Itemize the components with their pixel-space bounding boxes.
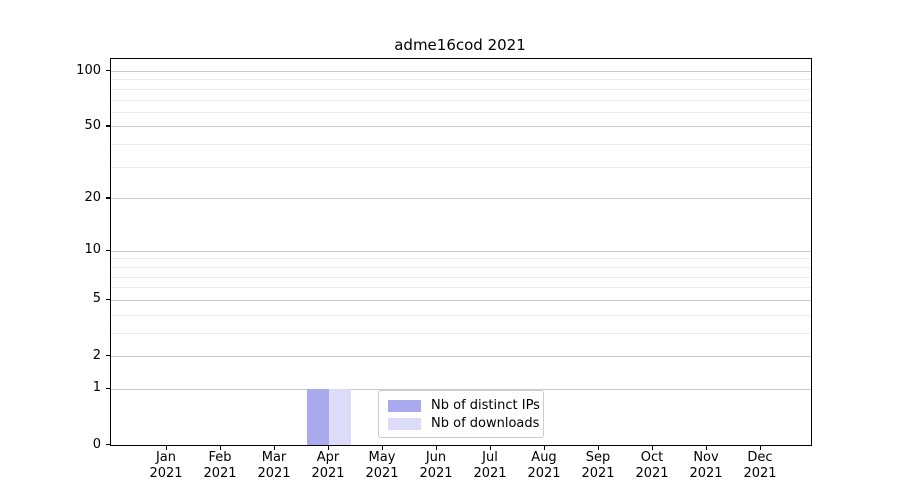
x-tick-label-jul: Jul 2021 xyxy=(460,450,520,482)
y-tick-mark xyxy=(106,444,110,446)
minor-gridline xyxy=(111,144,811,146)
legend-swatch-downloads-icon xyxy=(388,417,421,430)
minor-gridline xyxy=(111,266,811,268)
minor-gridline xyxy=(111,99,811,101)
x-tick-mark xyxy=(598,445,600,450)
y-tick-mark xyxy=(106,197,110,199)
y-tick-label: 1 xyxy=(92,380,101,396)
minor-gridline xyxy=(111,287,811,289)
x-tick-label-year: 2021 xyxy=(635,466,669,481)
y-tick-label: 0 xyxy=(92,436,101,452)
minor-gridline xyxy=(111,258,811,260)
y-tick-mark xyxy=(106,298,110,301)
y-tick-label: 2 xyxy=(92,347,101,363)
x-tick-label-year: 2021 xyxy=(203,466,237,481)
x-tick-label-sep: Sep 2021 xyxy=(568,450,628,482)
y-tick-label: 20 xyxy=(84,189,101,205)
x-tick-mark xyxy=(274,445,276,450)
y-tick-label: 10 xyxy=(84,242,101,258)
x-tick-label-year: 2021 xyxy=(473,466,507,481)
x-tick-mark xyxy=(220,445,222,450)
x-tick-mark xyxy=(760,445,762,450)
x-tick-label-year: 2021 xyxy=(311,466,345,481)
major-gridline xyxy=(111,299,811,301)
minor-gridline xyxy=(111,166,811,168)
x-tick-label-mar: Mar 2021 xyxy=(244,450,304,482)
x-tick-label-year: 2021 xyxy=(743,466,777,481)
x-tick-mark xyxy=(490,445,492,450)
y-tick-mark xyxy=(106,387,110,390)
bar-nb-of-downloads-apr xyxy=(329,388,351,445)
x-tick-label-year: 2021 xyxy=(527,466,561,481)
major-gridline xyxy=(111,126,811,128)
x-tick-mark xyxy=(328,445,330,450)
x-tick-label-nov: Nov 2021 xyxy=(676,450,736,482)
major-gridline xyxy=(111,71,811,72)
legend: Nb of distinct IPs Nb of downloads xyxy=(378,390,544,438)
legend-label-distinct-ips: Nb of distinct IPs xyxy=(431,398,540,413)
plot-area xyxy=(110,58,812,446)
minor-gridline xyxy=(111,111,811,113)
x-tick-label-jun: Jun 2021 xyxy=(406,450,466,482)
x-tick-label-year: 2021 xyxy=(257,466,291,481)
x-tick-label-dec: Dec 2021 xyxy=(730,450,790,482)
x-tick-label-year: 2021 xyxy=(419,466,453,481)
x-tick-label-apr: Apr 2021 xyxy=(298,450,358,482)
legend-item-downloads: Nb of downloads xyxy=(388,415,539,432)
minor-gridline xyxy=(111,332,811,334)
minor-gridline xyxy=(111,276,811,278)
minor-gridline xyxy=(111,79,811,81)
x-tick-label-year: 2021 xyxy=(581,466,615,481)
chart-title: adme16cod 2021 xyxy=(394,36,526,54)
x-tick-label-year: 2021 xyxy=(689,466,723,481)
x-tick-label-year: 2021 xyxy=(149,466,183,481)
y-tick-label: 5 xyxy=(92,291,101,307)
minor-gridline xyxy=(111,314,811,316)
legend-item-distinct-ips: Nb of distinct IPs xyxy=(388,397,540,414)
x-tick-mark xyxy=(166,445,168,450)
bar-nb-of-distinct-ips-apr xyxy=(307,388,329,445)
x-tick-mark xyxy=(382,445,384,450)
x-tick-label-year: 2021 xyxy=(365,466,399,481)
legend-label-downloads: Nb of downloads xyxy=(431,416,540,431)
x-tick-label-jan: Jan 2021 xyxy=(136,450,196,482)
y-tick-mark xyxy=(106,355,110,357)
y-tick-label: 50 xyxy=(84,117,101,133)
legend-swatch-distinct-ips-icon xyxy=(388,399,421,412)
y-tick-mark xyxy=(106,70,110,72)
major-gridline xyxy=(111,250,811,252)
x-tick-label-feb: Feb 2021 xyxy=(190,450,250,482)
minor-gridline xyxy=(111,88,811,90)
x-tick-mark xyxy=(436,445,438,450)
y-tick-mark xyxy=(106,249,110,251)
x-tick-mark xyxy=(652,445,654,450)
y-tick-label: 100 xyxy=(76,62,101,78)
x-tick-label-may: May 2021 xyxy=(352,450,412,482)
x-tick-label-oct: Oct 2021 xyxy=(622,450,682,482)
x-tick-mark xyxy=(544,445,546,450)
major-gridline xyxy=(111,388,811,390)
x-tick-label-aug: Aug 2021 xyxy=(514,450,574,482)
major-gridline xyxy=(111,356,811,357)
y-tick-mark xyxy=(106,125,110,127)
x-tick-mark xyxy=(706,445,708,450)
major-gridline xyxy=(111,198,811,200)
